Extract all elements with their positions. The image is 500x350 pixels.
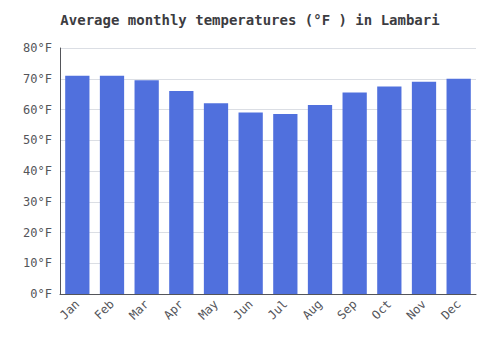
svg-text:20°F: 20°F: [23, 226, 52, 240]
svg-text:10°F: 10°F: [23, 256, 52, 270]
svg-text:40°F: 40°F: [23, 164, 52, 178]
svg-text:Apr: Apr: [161, 297, 186, 322]
svg-text:Feb: Feb: [92, 297, 117, 322]
svg-text:Jul: Jul: [265, 297, 290, 322]
svg-text:Aug: Aug: [300, 297, 325, 322]
svg-text:50°F: 50°F: [23, 133, 52, 147]
svg-text:Jan: Jan: [57, 297, 82, 322]
svg-text:Oct: Oct: [369, 297, 394, 322]
svg-text:30°F: 30°F: [23, 195, 52, 209]
svg-text:80°F: 80°F: [23, 41, 52, 55]
svg-text:60°F: 60°F: [23, 103, 52, 117]
svg-text:0°F: 0°F: [30, 287, 52, 301]
svg-text:Average monthly temperatures (: Average monthly temperatures (°F ) in La…: [60, 12, 439, 28]
svg-text:May: May: [196, 297, 221, 322]
svg-text:Jun: Jun: [230, 297, 255, 322]
svg-text:Nov: Nov: [404, 297, 429, 322]
svg-text:70°F: 70°F: [23, 72, 52, 86]
svg-text:Dec: Dec: [438, 297, 463, 322]
svg-text:Mar: Mar: [126, 297, 151, 322]
svg-text:Sep: Sep: [334, 297, 359, 322]
